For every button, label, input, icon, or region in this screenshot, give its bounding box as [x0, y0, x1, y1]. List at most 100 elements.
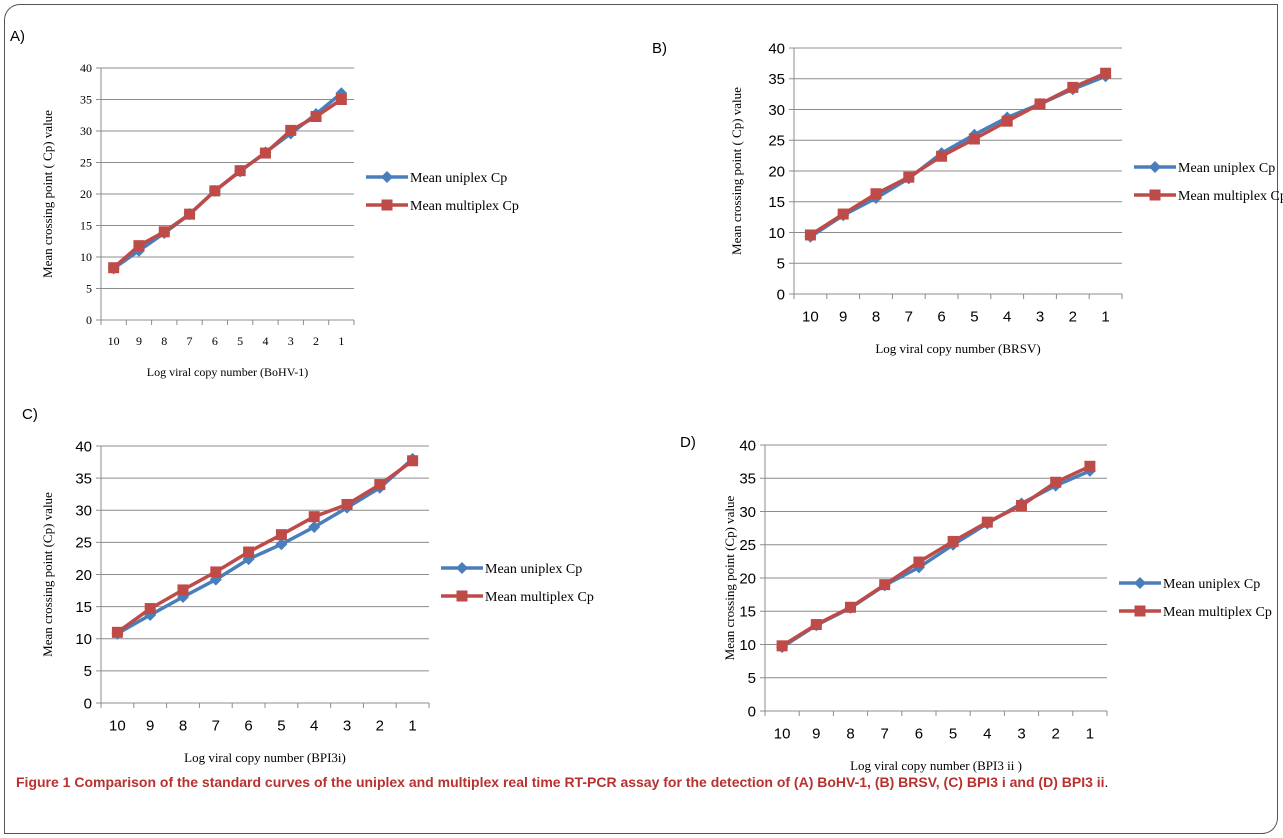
legend-marker: [456, 562, 468, 574]
data-point-multiplex: [259, 147, 271, 159]
x-tick-label: 9: [812, 726, 820, 743]
x-tick-label: 5: [949, 726, 957, 743]
data-point-uniplex: [308, 520, 321, 533]
panel-label-b: B): [652, 40, 667, 57]
figure-frame: [4, 4, 1278, 834]
y-tick-label: 10: [768, 225, 785, 242]
y-tick-label: 10: [75, 631, 92, 648]
x-tick-label: 10: [774, 726, 791, 743]
legend-marker: [1149, 189, 1161, 201]
series-line-multiplex: [116, 459, 414, 634]
data-point-multiplex: [1050, 476, 1062, 488]
x-tick-label: 7: [187, 334, 193, 348]
data-point-multiplex: [341, 498, 353, 510]
x-axis-title: Log viral copy number (BPI3 ii ): [850, 758, 1022, 773]
x-tick-label: 7: [905, 309, 913, 326]
x-tick-label: 3: [343, 718, 351, 735]
y-tick-label: 35: [75, 470, 92, 487]
y-tick-label: 0: [86, 313, 92, 327]
legend-label: Mean uniplex Cp: [1178, 161, 1275, 176]
data-point-multiplex: [913, 556, 925, 568]
data-point-multiplex: [108, 262, 120, 274]
y-tick-label: 20: [80, 187, 92, 201]
x-tick-label: 9: [146, 718, 154, 735]
data-point-multiplex: [285, 124, 297, 136]
data-point-multiplex: [968, 133, 980, 145]
data-point-multiplex: [111, 626, 123, 638]
figure-caption: Figure 1 Comparison of the standard curv…: [16, 772, 1266, 793]
x-tick-label: 5: [237, 334, 243, 348]
data-point-multiplex: [837, 208, 849, 220]
x-tick-label: 4: [310, 718, 318, 735]
data-point-multiplex: [158, 226, 170, 238]
y-axis-title: Mean crossing point (Cp) value: [722, 495, 737, 660]
data-point-multiplex: [903, 171, 915, 183]
data-point-multiplex: [335, 94, 347, 105]
y-tick-label: 0: [777, 286, 785, 303]
data-point-multiplex: [1084, 460, 1096, 472]
y-tick-label: 5: [84, 663, 92, 680]
data-point-multiplex: [845, 601, 856, 613]
data-point-multiplex: [133, 240, 145, 252]
data-point-multiplex: [981, 516, 993, 528]
x-tick-label: 1: [408, 718, 416, 735]
y-tick-label: 40: [80, 61, 92, 75]
legend-marker: [1134, 605, 1146, 617]
y-axis-title: Mean crossing point (Cp) value: [40, 492, 55, 657]
data-point-multiplex: [936, 150, 948, 162]
y-tick-label: 35: [768, 71, 785, 88]
y-tick-label: 20: [75, 567, 92, 584]
series-line-uniplex: [781, 469, 1091, 649]
x-axis-title: Log viral copy number (BoHV-1): [147, 365, 309, 379]
x-tick-label: 1: [1086, 726, 1094, 743]
y-tick-label: 15: [768, 194, 785, 211]
panel-label-a: A): [10, 28, 25, 45]
x-tick-label: 10: [802, 309, 819, 326]
chart-panel-d: 0 5 10 15 20 25 30 35 40 10 9 8 7 6 5 4 3 2 1 Log viral cop…: [644, 400, 1283, 773]
x-tick-label: 2: [1052, 726, 1060, 743]
data-point-multiplex: [804, 229, 816, 241]
x-tick-label: 8: [179, 718, 187, 735]
x-tick-label: 5: [277, 718, 285, 735]
data-point-multiplex: [374, 479, 386, 491]
legend-label: Mean uniplex Cp: [485, 562, 582, 577]
y-tick-label: 40: [768, 40, 785, 57]
data-point-multiplex: [810, 619, 822, 631]
x-axis-title: Log viral copy number (BRSV): [875, 341, 1040, 356]
y-tick-label: 5: [86, 282, 92, 296]
legend-label: Mean multiplex Cp: [485, 590, 594, 605]
x-tick-label: 5: [970, 309, 978, 326]
series-line-multiplex: [112, 98, 343, 270]
legend-marker: [456, 590, 468, 602]
data-point-uniplex: [275, 538, 288, 551]
data-point-multiplex: [210, 566, 222, 578]
y-tick-label: 15: [739, 604, 756, 621]
y-tick-label: 35: [739, 471, 756, 488]
y-tick-label: 0: [748, 703, 756, 720]
legend-label: Mean uniplex Cp: [410, 171, 507, 186]
x-tick-label: 1: [1101, 309, 1109, 326]
y-tick-label: 5: [777, 256, 785, 273]
data-point-multiplex: [234, 165, 246, 177]
series-line-uniplex: [116, 457, 414, 636]
y-tick-label: 5: [748, 670, 756, 687]
legend-label: Mean multiplex Cp: [1178, 189, 1283, 204]
y-tick-label: 25: [739, 537, 756, 554]
x-tick-label: 6: [244, 718, 252, 735]
data-point-multiplex: [1067, 81, 1079, 93]
panel-label-d: D): [680, 434, 696, 451]
data-point-multiplex: [1100, 67, 1112, 79]
x-tick-label: 8: [161, 334, 167, 348]
x-tick-label: 2: [313, 334, 319, 348]
data-point-multiplex: [310, 111, 322, 123]
x-tick-label: 1: [338, 334, 344, 348]
y-tick-label: 15: [75, 599, 92, 616]
series-line-uniplex: [809, 74, 1107, 239]
y-tick-label: 10: [739, 637, 756, 654]
chart-panel-b: 0 5 10 15 20 25 30 35 40 10 9 8 7 6 5 4 3 2 1 Log viral cop…: [644, 20, 1283, 400]
caption-title: Figure 1 Comparison of the standard curv…: [16, 774, 1105, 790]
data-point-multiplex: [275, 529, 287, 541]
data-point-multiplex: [144, 603, 156, 615]
y-tick-label: 35: [80, 93, 92, 107]
x-tick-label: 7: [881, 726, 889, 743]
